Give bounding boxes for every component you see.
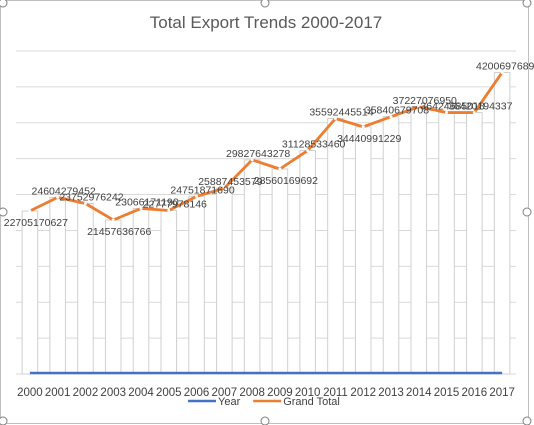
x-tick-label: 2014: [406, 387, 432, 399]
data-label: 25887453579: [198, 176, 262, 188]
column-bar: [104, 219, 122, 375]
x-axis-tick-labels: 2000 2001 2002 2003 2004 2005 2006 2007 2008 2009…: [17, 387, 515, 399]
resize-handle[interactable]: [0, 0, 8, 8]
resize-handle[interactable]: [260, 416, 270, 425]
x-tick-label: 2009: [267, 387, 293, 399]
x-tick-label: 2005: [156, 387, 182, 399]
legend-item: Year: [188, 396, 241, 408]
x-tick-label: 2008: [239, 387, 265, 399]
data-point: [472, 111, 476, 115]
data-label: 36420194337: [448, 101, 512, 113]
data-point: [111, 218, 115, 222]
data-point: [139, 206, 143, 210]
data-label: 23752976242: [59, 192, 123, 204]
chart-title: Total Export Trends 2000-2017: [150, 13, 382, 32]
legend-item: Grand Total: [253, 396, 340, 408]
resize-handle[interactable]: [0, 416, 8, 425]
resize-handle[interactable]: [0, 207, 8, 217]
data-label: 34440991229: [337, 133, 401, 145]
grand-total-path: [29, 71, 504, 222]
resize-handle[interactable]: [522, 416, 532, 425]
data-label: 37227076950: [393, 95, 457, 107]
data-point: [306, 149, 310, 153]
legend-label: Year: [218, 396, 241, 408]
data-point: [417, 105, 421, 109]
x-tick-label: 2001: [45, 387, 71, 399]
data-point: [361, 125, 365, 129]
x-tick-label: 2006: [184, 387, 210, 399]
resize-handle[interactable]: [260, 0, 270, 8]
column-bar: [466, 112, 483, 375]
column-bar: [327, 118, 344, 375]
data-point: [56, 195, 60, 199]
column-bar: [382, 116, 400, 375]
data-label: 35592445514: [309, 107, 373, 119]
data-label: 31128533460: [282, 139, 346, 151]
column-bar: [160, 210, 178, 375]
data-label: 22705170627: [4, 217, 68, 229]
data-label: 22777978146: [143, 199, 207, 211]
x-tick-label: 2002: [73, 387, 99, 399]
column-bar: [271, 168, 289, 375]
data-point: [195, 194, 199, 198]
resize-handle[interactable]: [522, 207, 532, 217]
data-point: [445, 111, 449, 115]
data-point: [28, 209, 32, 213]
data-label: 42006976894: [476, 60, 534, 72]
data-point: [389, 115, 393, 119]
x-tick-label: 2010: [295, 387, 321, 399]
data-label: 36424685018: [420, 101, 484, 113]
column-bar: [354, 126, 372, 375]
grand-total-series-line: [28, 70, 504, 222]
column-bar: [216, 187, 233, 375]
data-point: [250, 158, 254, 162]
x-tick-label: 2017: [489, 387, 515, 399]
column-bar: [410, 106, 428, 375]
column-bar: [21, 210, 39, 375]
data-point: [167, 209, 171, 213]
x-tick-label: 2015: [434, 387, 460, 399]
data-label: 23066171190: [115, 196, 179, 208]
data-point: [83, 202, 87, 206]
legend-label: Grand Total: [283, 396, 340, 408]
x-tick-label: 2000: [17, 387, 43, 399]
legend: Year Grand Total: [188, 396, 340, 408]
data-label: 24604279452: [32, 185, 96, 197]
data-point: [222, 186, 226, 190]
x-tick-label: 2011: [323, 387, 348, 399]
x-tick-label: 2012: [350, 387, 376, 399]
x-tick-label: 2007: [212, 387, 238, 399]
data-point: [500, 70, 504, 74]
column-bar: [438, 112, 455, 375]
data-label: 28560169692: [254, 175, 318, 187]
x-tick-label: 2016: [462, 387, 488, 399]
data-label: 24751871690: [170, 184, 234, 196]
data-label: 29827643278: [226, 148, 290, 160]
x-tick-label: 2003: [100, 387, 126, 399]
data-label: 35840679708: [365, 105, 429, 117]
column-bar: [243, 159, 261, 375]
data-point: [333, 117, 337, 121]
column-bar: [493, 71, 511, 375]
x-tick-label: 2004: [128, 387, 154, 399]
resize-handle[interactable]: [522, 0, 532, 8]
data-label: 21457636766: [87, 226, 151, 238]
x-tick-label: 2013: [378, 387, 404, 399]
data-point: [278, 167, 282, 171]
column-bar: [188, 195, 205, 375]
